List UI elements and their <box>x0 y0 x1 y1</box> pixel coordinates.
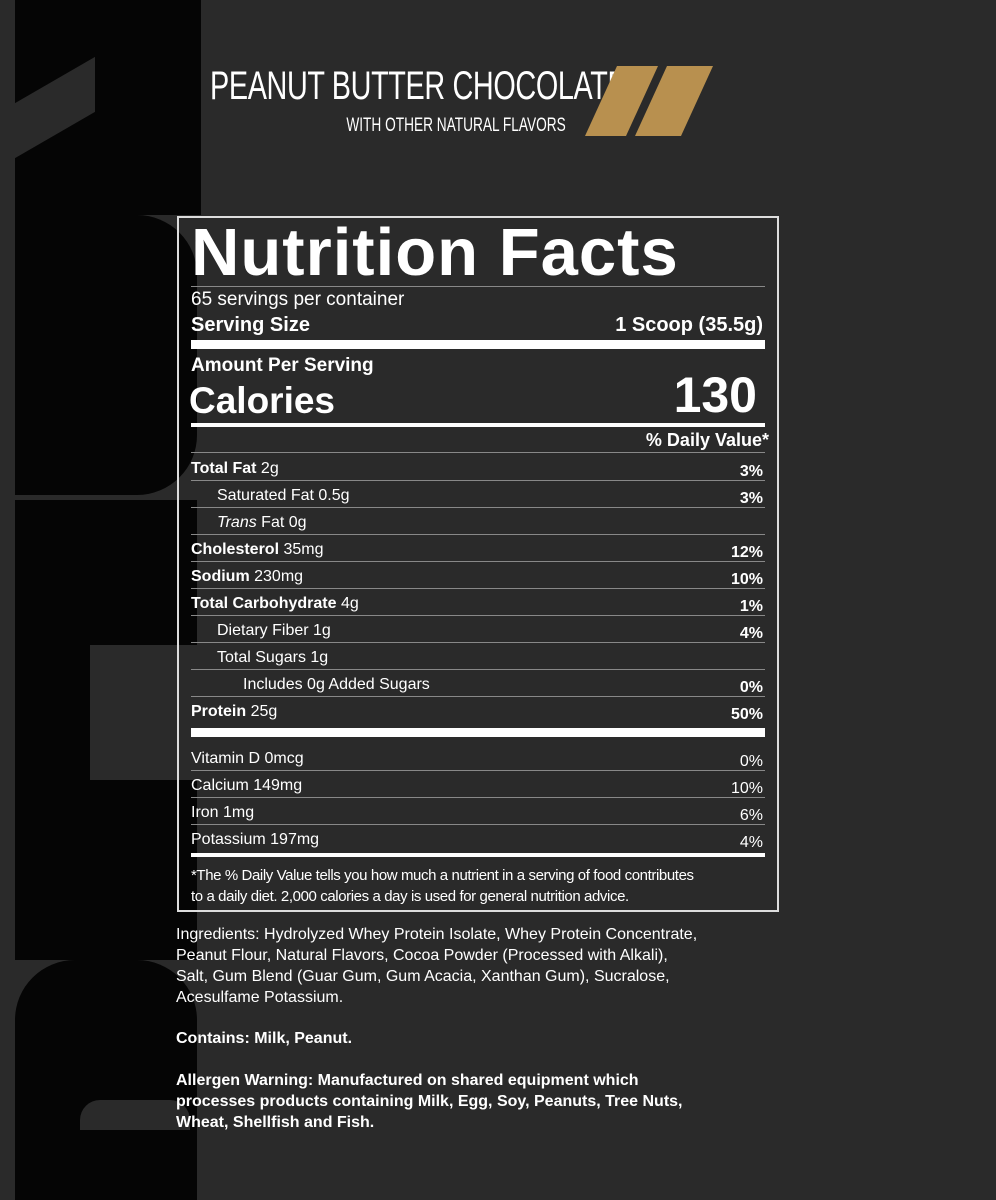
vitamin-name: Calcium 149mg <box>191 777 303 794</box>
nutrient-name: Saturated Fat 0.5g <box>217 486 350 505</box>
calories-value: 130 <box>673 367 757 423</box>
vitamin-name: Potassium 197mg <box>191 831 320 848</box>
serving-size-label: Serving Size <box>191 314 310 336</box>
ingredients-line: Peanut Flour, Natural Flavors, Cocoa Pow… <box>176 947 668 964</box>
divider <box>191 615 765 616</box>
divider <box>191 561 765 562</box>
divider <box>191 534 765 535</box>
nutrient-name: Total Sugars 1g <box>217 648 328 667</box>
daily-value-percent: 0% <box>739 679 763 696</box>
divider <box>191 770 765 771</box>
daily-value-percent: 10% <box>730 780 763 797</box>
nutrient-bold-name: Protein <box>191 703 247 720</box>
footnote-line-1: *The % Daily Value tells you how much a … <box>191 867 694 884</box>
nutrient-bold-name: Sodium <box>191 568 250 585</box>
nutrient-amount: 4g <box>336 595 359 612</box>
ingredients-line: Salt, Gum Blend (Guar Gum, Gum Acacia, X… <box>176 968 670 985</box>
divider <box>191 642 765 643</box>
daily-value-percent: 10% <box>730 571 763 588</box>
divider <box>191 588 765 589</box>
divider <box>191 507 765 508</box>
nutrient-bold-name: Total Carbohydrate <box>191 595 337 612</box>
nutrient-row: Total Carbohydrate 4g 1% <box>191 589 765 616</box>
vitamin-name: Vitamin D 0mcg <box>191 750 304 767</box>
calories-label: Calories <box>189 380 336 421</box>
nutrient-amount: 35mg <box>279 541 324 558</box>
daily-value-header: % Daily Value* <box>645 430 769 450</box>
divider <box>191 696 765 697</box>
nutrient-name: Protein 25g <box>191 702 277 721</box>
nutrient-amount: Dietary Fiber 1g <box>217 622 331 639</box>
nutrient-row: Total Fat 2g 3% <box>191 454 765 481</box>
divider <box>191 286 765 287</box>
nutrient-name: Includes 0g Added Sugars <box>243 675 430 694</box>
nutrient-name: Trans Fat 0g <box>217 513 307 532</box>
allergen-line: processes products containing Milk, Egg,… <box>176 1093 683 1110</box>
ingredients-line: Ingredients: Hydrolyzed Whey Protein Iso… <box>176 926 698 943</box>
nutrient-row: Saturated Fat 0.5g 3% <box>191 481 765 508</box>
nutrient-name: Sodium 230mg <box>191 567 303 586</box>
nutrient-name: Total Carbohydrate 4g <box>191 594 359 613</box>
amount-per-serving: Amount Per Serving <box>191 355 374 376</box>
divider <box>191 824 765 825</box>
divider <box>191 480 765 481</box>
nutrient-row: Sodium 230mg 10% <box>191 562 765 589</box>
brand-stripes-icon <box>585 66 713 136</box>
daily-value-percent: 3% <box>739 463 763 480</box>
ingredients-line: Acesulfame Potassium. <box>176 989 344 1006</box>
daily-value-percent: 0% <box>739 753 763 770</box>
nutrient-bold-name: Cholesterol <box>191 541 280 558</box>
nutrient-amount: Saturated Fat 0.5g <box>217 487 350 504</box>
nutrient-amount: Total Sugars 1g <box>217 649 329 666</box>
nutrient-name: Dietary Fiber 1g <box>217 621 331 640</box>
daily-value-percent: 3% <box>739 490 763 507</box>
flavor-title: PEANUT BUTTER CHOCOLATE <box>210 64 627 108</box>
daily-value-percent: 50% <box>730 706 763 723</box>
nutrient-name: Cholesterol 35mg <box>191 540 323 559</box>
divider <box>191 669 765 670</box>
thick-divider <box>191 340 765 349</box>
nutrient-row: Trans Fat 0g <box>191 508 765 535</box>
flavor-subtitle: WITH OTHER NATURAL FLAVORS <box>346 115 566 136</box>
nutrient-italic-name: Trans <box>217 514 257 531</box>
nutrient-name: Total Fat 2g <box>191 459 279 478</box>
ingredients: Ingredients: Hydrolyzed Whey Protein Iso… <box>176 924 776 1008</box>
nutrient-amount: 2g <box>256 460 279 477</box>
nutrition-facts-title: Nutrition Facts <box>191 215 679 290</box>
divider <box>191 797 765 798</box>
nutrient-row: Cholesterol 35mg 12% <box>191 535 765 562</box>
nutrient-amount: Includes 0g Added Sugars <box>243 676 430 693</box>
daily-value-percent: 4% <box>739 834 763 851</box>
allergen-line: Wheat, Shellfish and Fish. <box>176 1114 375 1131</box>
nutrient-row: Dietary Fiber 1g 4% <box>191 616 765 643</box>
nutrient-amount: Fat 0g <box>256 514 307 531</box>
nutrition-facts-panel: Nutrition Facts 65 servings per containe… <box>177 216 779 912</box>
thick-divider <box>191 728 765 737</box>
divider <box>191 452 765 453</box>
servings-per-container: 65 servings per container <box>191 289 405 310</box>
daily-value-percent: 6% <box>739 807 763 824</box>
contains-statement: Contains: Milk, Peanut. <box>176 1030 353 1047</box>
medium-divider <box>191 853 765 857</box>
nutrient-amount: 230mg <box>249 568 304 585</box>
serving-size-value: 1 Scoop (35.5g) <box>615 314 763 336</box>
nutrient-row: Includes 0g Added Sugars 0% <box>191 670 765 697</box>
footnote-line-2: to a daily diet. 2,000 calories a day is… <box>191 888 629 905</box>
vitamin-row: Iron 1mg 6% <box>191 798 765 825</box>
daily-value-percent: 4% <box>739 625 763 642</box>
vitamin-name: Iron 1mg <box>191 804 255 821</box>
daily-value-percent: 12% <box>730 544 763 561</box>
nutrient-row: Protein 25g 50% <box>191 697 765 724</box>
allergen-warning: Allergen Warning: Manufactured on shared… <box>176 1070 776 1133</box>
nutrient-amount: 25g <box>246 703 278 720</box>
medium-divider <box>191 423 765 427</box>
nutrient-row: Total Sugars 1g <box>191 643 765 670</box>
nutrient-bold-name: Total Fat <box>191 460 257 477</box>
allergen-line: Allergen Warning: Manufactured on shared… <box>176 1072 639 1089</box>
daily-value-percent: 1% <box>739 598 763 615</box>
vitamin-row: Potassium 197mg 4% <box>191 825 765 852</box>
vitamin-row: Vitamin D 0mcg 0% <box>191 744 765 771</box>
vitamin-row: Calcium 149mg 10% <box>191 771 765 798</box>
